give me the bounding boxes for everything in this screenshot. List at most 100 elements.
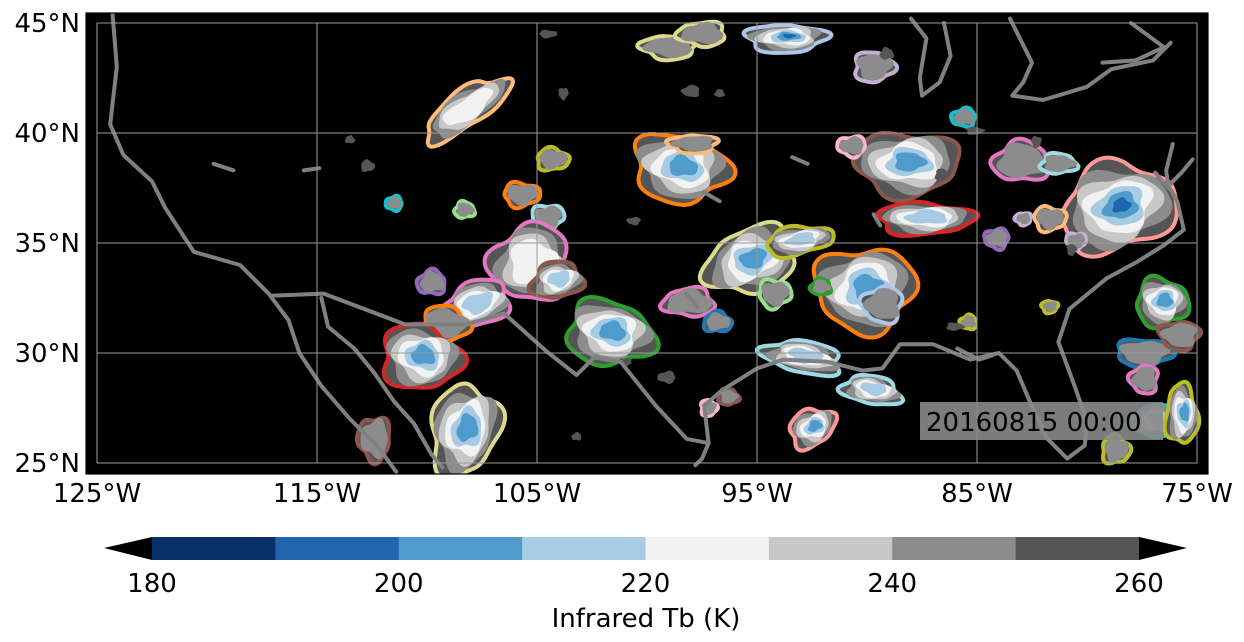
storm-system: [1116, 337, 1178, 371]
storm-contour-band: [961, 315, 976, 328]
colorbar-bin: [522, 537, 646, 560]
storm-contour-band: [720, 389, 740, 404]
storm-speck: [1066, 244, 1078, 256]
cloud-storm-layer: [344, 19, 1204, 474]
colorbar-bin: [398, 537, 523, 560]
storm-contour-band: [461, 291, 493, 316]
storm-contour-band: [1036, 208, 1064, 231]
colorbar-bin: [768, 537, 893, 560]
coastline: [955, 346, 995, 362]
storm-contour-band: [808, 420, 823, 432]
storm-speck: [571, 431, 582, 441]
storm-system: [414, 266, 447, 297]
colorbar-extend-under: [104, 537, 152, 560]
storm-system: [535, 144, 572, 173]
storm-contour-band: [738, 247, 768, 269]
storm-system: [1012, 211, 1033, 228]
coastline: [268, 291, 711, 446]
storm-contour-band: [599, 320, 627, 341]
colorbar-bin: [1015, 537, 1140, 560]
storm-contour-band: [996, 142, 1049, 179]
storm-contour-band: [669, 136, 713, 152]
lat-tick-label: 25°N: [14, 449, 80, 479]
storm-contour-band: [860, 382, 887, 397]
storm-system: [1037, 150, 1081, 176]
storm-contour-band: [539, 148, 568, 170]
timestamp-label: 20160815 00:00: [926, 408, 1142, 438]
lon-tick-label: 125°W: [53, 479, 141, 509]
coastline: [1153, 142, 1175, 190]
storm-system: [835, 372, 906, 407]
storm-system: [875, 199, 981, 238]
storm-system: [857, 284, 905, 326]
storm-contour-band: [410, 344, 436, 365]
storm-contour-band: [1112, 197, 1132, 213]
colorbar-bin: [892, 537, 1017, 560]
colorbar-bin: [275, 537, 400, 560]
lat-tick-label: 45°N: [14, 9, 80, 39]
timestamp-background: [920, 402, 1163, 440]
storm-contour-band: [862, 288, 900, 319]
storm-contour-band: [839, 136, 864, 156]
storm-contour-band: [903, 209, 948, 224]
storm-system: [787, 406, 840, 453]
storm-system: [672, 19, 727, 50]
storm-speck: [344, 135, 356, 144]
storm-system: [1155, 320, 1204, 353]
storm-system: [851, 130, 962, 204]
coastline: [790, 155, 810, 166]
storm-contour-band: [387, 195, 401, 209]
storm-contour-band: [706, 312, 731, 331]
lat-tick-label: 40°N: [14, 119, 80, 149]
storm-speck: [934, 168, 950, 181]
map-frame: [85, 12, 1209, 475]
storm-speck: [361, 159, 376, 173]
storm-contour-band: [419, 270, 445, 293]
coastline: [319, 296, 445, 470]
coastline: [108, 13, 399, 474]
colorbar-tick-label: 260: [1114, 569, 1164, 599]
storm-system: [765, 223, 836, 261]
storm-contour-band: [761, 281, 790, 308]
gridlines: [96, 22, 1198, 464]
storm-contour-band: [456, 202, 475, 217]
storm-contour-band: [1104, 436, 1130, 463]
lon-tick-label: 85°W: [941, 479, 1013, 509]
storm-speck: [713, 89, 725, 98]
storm-system: [853, 50, 900, 85]
storm-contour-band: [1016, 212, 1031, 225]
lon-tick-label: 95°W: [721, 479, 793, 509]
colorbar-tick-label: 220: [621, 569, 671, 599]
storm-system: [716, 386, 742, 407]
storm-speck: [539, 29, 558, 39]
storm-system: [948, 105, 978, 130]
storm-contour-band: [669, 154, 699, 176]
storm-contour-band: [1159, 322, 1197, 348]
storm-contour-band: [895, 152, 929, 172]
colorbar-tick-label: 200: [374, 569, 424, 599]
storm-system: [757, 277, 794, 312]
storm-system: [383, 193, 404, 214]
storm-contour-band: [953, 108, 975, 125]
colorbar-tick-labels: 180 200 220 240 260: [127, 569, 1164, 599]
lon-tick-label: 75°W: [1161, 479, 1233, 509]
map-panel: 20160815 00:00 125°W 115°W 105°W 95°W 85°W 75…: [14, 9, 1232, 509]
storm-contour-band: [856, 54, 894, 80]
lat-tick-label: 35°N: [14, 229, 80, 259]
storm-contour-band: [1042, 301, 1057, 313]
storm-system: [429, 381, 508, 474]
storm-speck: [680, 84, 700, 98]
storm-contour-band: [783, 232, 816, 246]
storm-system: [1162, 379, 1202, 445]
storm-contour-band: [1179, 402, 1189, 422]
coastline: [211, 161, 236, 173]
storm-system: [451, 198, 478, 220]
coastline: [1008, 16, 1173, 102]
timestamp-box: 20160815 00:00: [920, 402, 1163, 440]
storm-contour-band: [507, 184, 539, 207]
storm-contour-band: [1130, 366, 1157, 391]
storm-system: [502, 179, 543, 211]
storm-system: [1032, 204, 1069, 235]
storm-contour-band: [442, 87, 494, 126]
colorbar: 180 200 220 240 260 Infrared Tb (K): [104, 537, 1187, 634]
